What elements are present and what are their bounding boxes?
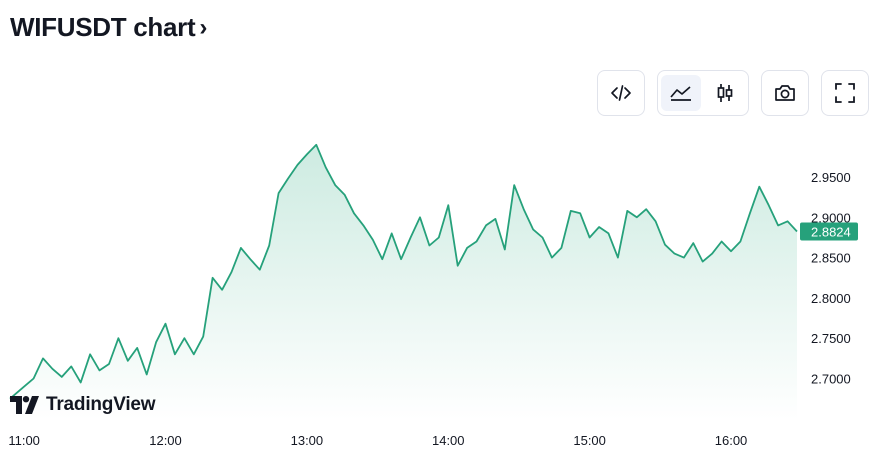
- area-chart-icon: [670, 86, 691, 101]
- candlestick-icon: [717, 84, 733, 102]
- page-title[interactable]: WIFUSDT chart ›: [10, 12, 207, 43]
- snapshot-button[interactable]: [761, 70, 809, 116]
- camera-icon: [775, 85, 795, 101]
- x-tick-label: 15:00: [573, 433, 606, 448]
- y-tick-label: 2.8000: [811, 291, 851, 306]
- chevron-right-icon: ›: [199, 14, 208, 41]
- embed-code-button[interactable]: [597, 70, 645, 116]
- x-tick-label: 11:00: [8, 433, 40, 448]
- y-tick-label: 2.9500: [811, 170, 851, 185]
- fullscreen-button[interactable]: [821, 70, 869, 116]
- y-tick-label: 2.9000: [811, 210, 851, 225]
- last-price-label: 2.8824: [811, 224, 851, 239]
- tradingview-logo-icon: [10, 396, 39, 414]
- price-line: [9, 143, 798, 400]
- code-icon: [611, 85, 631, 101]
- x-tick-label: 13:00: [291, 433, 324, 448]
- chart-type-group: [657, 70, 749, 116]
- brand-name: TradingView: [46, 394, 156, 415]
- candle-chart-button[interactable]: [705, 75, 745, 111]
- chart-title-text: WIFUSDT chart: [10, 12, 196, 42]
- y-tick-label: 2.8500: [811, 251, 851, 266]
- fullscreen-icon: [835, 83, 855, 103]
- x-tick-label: 14:00: [432, 433, 465, 448]
- y-tick-label: 2.7000: [811, 372, 851, 387]
- x-tick-label: 16:00: [715, 433, 748, 448]
- x-tick-label: 12:00: [149, 433, 182, 448]
- tradingview-logo[interactable]: TradingView: [10, 394, 156, 416]
- price-area-fill: [10, 144, 797, 421]
- last-price-badge: [800, 222, 858, 241]
- area-chart-button[interactable]: [661, 75, 701, 111]
- y-tick-label: 2.7500: [811, 331, 851, 346]
